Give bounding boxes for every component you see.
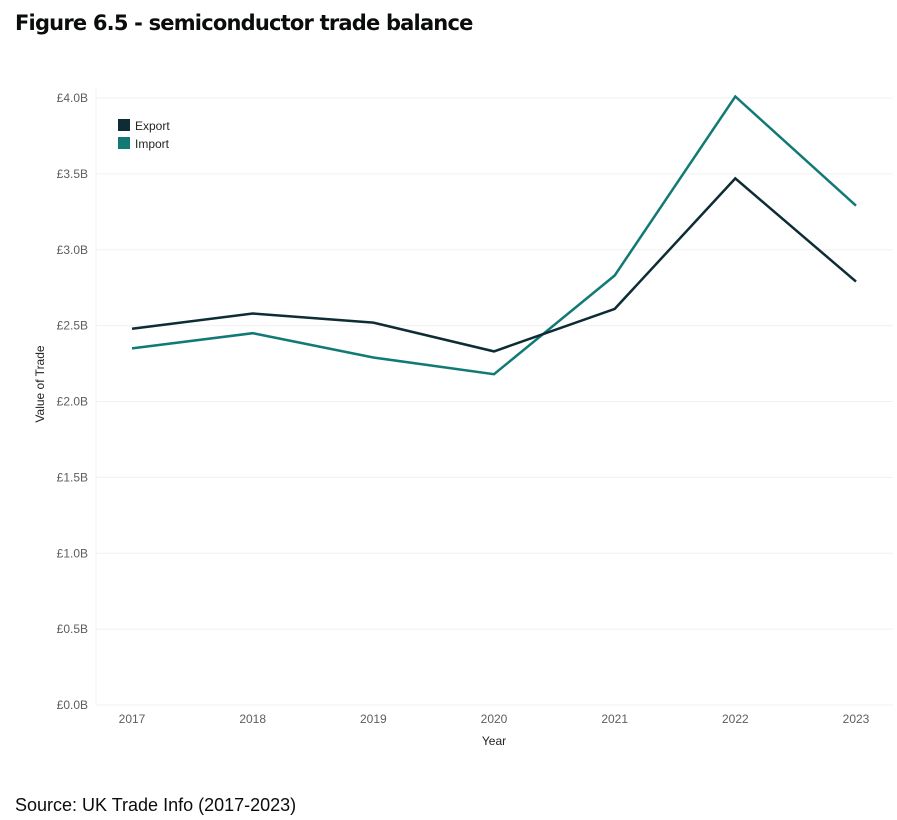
y-tick-label: £2.5B [57, 319, 88, 333]
y-axis-ticks: £0.0B £0.5B £1.0B £1.5B £2.0B £2.5B £3.0B £3.5B… [57, 91, 88, 712]
x-tick-label: 2021 [601, 712, 628, 726]
x-tick-label: 2023 [843, 712, 870, 726]
x-tick-label: 2017 [119, 712, 146, 726]
y-tick-label: £3.5B [57, 167, 88, 181]
line-chart: £0.0B £0.5B £1.0B £1.5B £2.0B £2.5B £3.0B £3.5B… [33, 88, 893, 748]
figure-title: Figure 6.5 - semiconductor trade balance [15, 11, 473, 35]
y-tick-label: £1.5B [57, 470, 88, 484]
y-tick-label: £4.0B [57, 91, 88, 105]
gridlines [95, 88, 893, 706]
legend-swatch-import [118, 137, 130, 149]
y-tick-label: £2.0B [57, 395, 88, 409]
series-lines [131, 94, 857, 376]
legend: Export Import [118, 119, 170, 151]
x-axis-ticks: 2017 2018 2019 2020 2021 2022 2023 [119, 712, 870, 726]
series-line-export [131, 176, 857, 353]
y-tick-label: £3.0B [57, 243, 88, 257]
y-tick-label: £0.0B [57, 698, 88, 712]
y-tick-label: £1.0B [57, 546, 88, 560]
legend-label-export: Export [135, 119, 170, 133]
legend-label-import: Import [135, 137, 170, 151]
x-tick-label: 2022 [722, 712, 749, 726]
series-line-import [131, 94, 857, 376]
y-axis-label: Value of Trade [33, 345, 47, 422]
x-tick-label: 2018 [239, 712, 266, 726]
x-tick-label: 2020 [481, 712, 508, 726]
x-tick-label: 2019 [360, 712, 387, 726]
y-tick-label: £0.5B [57, 622, 88, 636]
legend-swatch-export [118, 119, 130, 131]
source-note: Source: UK Trade Info (2017-2023) [15, 795, 297, 815]
x-axis-label: Year [482, 734, 506, 748]
